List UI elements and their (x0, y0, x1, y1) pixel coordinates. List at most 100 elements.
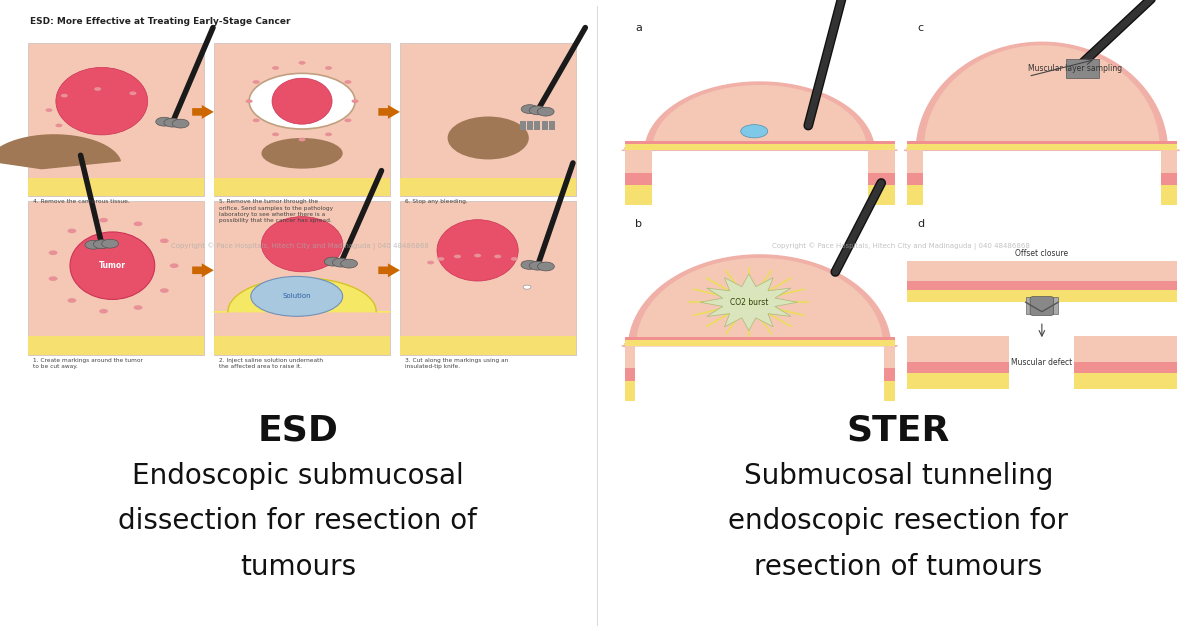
Circle shape (61, 94, 67, 98)
Circle shape (100, 218, 108, 223)
Ellipse shape (437, 220, 518, 281)
Text: CO2 burst: CO2 burst (730, 298, 767, 307)
Bar (400, 201, 576, 355)
FancyArrow shape (378, 263, 400, 277)
Text: resection of tumours: resection of tumours (754, 553, 1042, 581)
Text: 2. Inject saline solution underneath
the affected area to raise it.: 2. Inject saline solution underneath the… (219, 358, 323, 369)
Text: d: d (918, 219, 925, 229)
Polygon shape (0, 135, 120, 168)
Bar (214, 201, 390, 355)
Bar (625, 337, 895, 340)
Text: Solution: Solution (282, 293, 311, 299)
Circle shape (299, 61, 305, 65)
Bar (400, 336, 576, 355)
Bar (28, 178, 204, 196)
Circle shape (325, 133, 331, 136)
Polygon shape (625, 84, 895, 148)
FancyArrow shape (192, 263, 214, 277)
Bar (28, 201, 204, 355)
Circle shape (537, 107, 554, 116)
Text: 5. Remove the tumor through the
orifice. Send samples to the pathology
laborator: 5. Remove the tumor through the orifice.… (219, 199, 333, 223)
Circle shape (245, 99, 252, 103)
Text: 3. Cut along the markings using an
insulated-tip knife.: 3. Cut along the markings using an insul… (405, 358, 508, 369)
Bar (1074, 374, 1177, 389)
Text: endoscopic resection for: endoscopic resection for (728, 507, 1069, 535)
Bar (214, 336, 390, 355)
Bar (520, 121, 526, 130)
Circle shape (530, 261, 546, 270)
Bar (625, 380, 635, 401)
Circle shape (521, 105, 538, 114)
Circle shape (333, 258, 349, 267)
Bar (907, 362, 1009, 374)
Circle shape (133, 221, 143, 226)
Text: 6. Stop any bleeding.: 6. Stop any bleeding. (405, 199, 468, 204)
Circle shape (341, 259, 358, 268)
Bar (400, 178, 576, 196)
Bar (625, 173, 651, 185)
Circle shape (521, 261, 538, 269)
Ellipse shape (70, 232, 155, 300)
Text: Tumor: Tumor (98, 261, 126, 270)
Circle shape (249, 73, 355, 129)
Circle shape (273, 66, 279, 70)
Circle shape (474, 254, 482, 257)
Circle shape (524, 285, 531, 289)
Text: Offset closure: Offset closure (1015, 249, 1069, 257)
Polygon shape (907, 44, 1177, 148)
Circle shape (172, 119, 189, 128)
Bar (907, 144, 1177, 150)
Circle shape (94, 87, 101, 91)
Circle shape (299, 138, 305, 141)
Bar (1074, 336, 1177, 362)
Circle shape (325, 66, 331, 70)
Circle shape (510, 257, 518, 261)
Ellipse shape (448, 117, 528, 160)
Circle shape (454, 254, 461, 258)
Circle shape (169, 263, 179, 268)
Bar (534, 121, 540, 130)
Bar (907, 173, 922, 185)
Text: STER: STER (847, 413, 950, 447)
Circle shape (67, 298, 77, 303)
Text: Copyright © Pace Hospitals, Hitech City and Madinaguda | 040 48486868: Copyright © Pace Hospitals, Hitech City … (772, 242, 1029, 250)
Circle shape (437, 257, 444, 261)
FancyArrow shape (378, 105, 400, 119)
Bar (868, 186, 895, 205)
Polygon shape (625, 257, 895, 344)
Bar (907, 374, 1009, 389)
Bar (1160, 186, 1177, 205)
Circle shape (100, 309, 108, 314)
Text: Muscular defect: Muscular defect (1011, 358, 1072, 367)
Ellipse shape (251, 276, 342, 316)
Circle shape (85, 240, 102, 249)
Circle shape (102, 239, 119, 248)
Bar (400, 43, 576, 196)
Circle shape (252, 119, 259, 122)
Circle shape (345, 119, 352, 122)
Text: ESD: ESD (257, 413, 339, 447)
Circle shape (160, 288, 169, 293)
Circle shape (49, 276, 58, 281)
Bar (214, 43, 390, 196)
Bar (884, 369, 895, 380)
Circle shape (352, 99, 359, 103)
Bar (907, 16, 1177, 205)
Circle shape (165, 118, 181, 127)
FancyBboxPatch shape (1030, 297, 1053, 316)
Bar (884, 344, 895, 369)
Text: 1. Create markings around the tumor
to be cut away.: 1. Create markings around the tumor to b… (32, 358, 143, 369)
Polygon shape (214, 278, 390, 312)
Bar (907, 148, 922, 173)
Polygon shape (904, 42, 1179, 152)
Circle shape (345, 80, 352, 84)
Circle shape (160, 239, 169, 243)
Bar (1066, 59, 1099, 78)
Bar (625, 186, 651, 205)
Ellipse shape (741, 124, 767, 138)
Ellipse shape (273, 78, 331, 124)
Circle shape (494, 254, 501, 258)
Circle shape (428, 261, 434, 264)
Bar (1026, 297, 1058, 314)
Text: a: a (635, 23, 643, 33)
